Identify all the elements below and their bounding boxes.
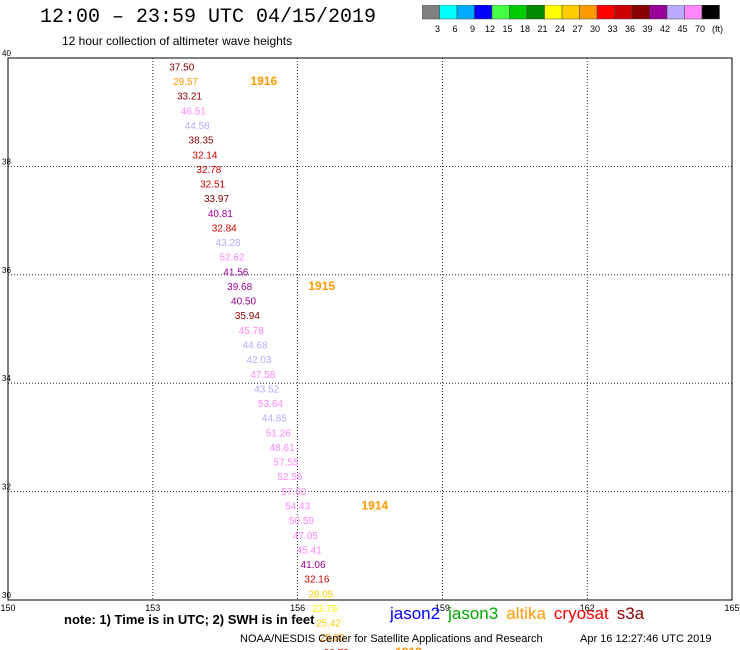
colorbar-label: 24 [555,24,565,34]
colorbar-label: 12 [485,24,495,34]
x-tick-label: 150 [0,603,15,613]
y-tick-label: 38 [2,157,11,166]
colorbar-label: (ft) [712,24,723,34]
y-tick-label: 30 [2,591,11,600]
swh-data-point: 44.68 [243,341,268,352]
swh-data-point: 33.21 [177,92,202,103]
colorbar-label: 6 [452,24,457,34]
swh-data-point: 32.84 [212,223,237,234]
swh-data-point: 45.41 [297,545,322,556]
colorbar-label: 21 [537,24,547,34]
swh-data-point: 46.51 [181,106,206,117]
footer-timestamp: Apr 16 12:27:46 UTC 2019 [580,633,712,645]
chart-subtitle: 12 hour collection of altimeter wave hei… [62,34,293,48]
y-tick-label: 40 [2,49,11,58]
colorbar-label: 9 [470,24,475,34]
swh-data-point: 32.78 [196,165,221,176]
satellite-legend-cryosat: cryosat [553,604,609,623]
swh-data-point: 43.28 [216,238,241,249]
colorbar-label: 39 [642,24,652,34]
swh-data-point: 45.78 [239,326,264,337]
x-tick-label: 159 [435,603,450,613]
x-tick-label: 153 [145,603,160,613]
footer-credit: NOAA/NESDIS Center for Satellite Applica… [240,633,543,645]
time-annotation: 1913 [395,645,422,650]
swh-data-point: 38.35 [189,136,214,147]
units-note: note: 1) Time is in UTC; 2) SWH is in fe… [64,612,315,627]
swh-data-point: 44.85 [262,414,287,425]
swh-data-point: 41.06 [301,560,326,571]
swh-data-point: 40.50 [231,297,256,308]
swh-data-point: 43.52 [254,384,279,395]
swh-data-point: 32.51 [200,180,225,191]
colorbar-label: 70 [695,24,705,34]
swh-data-point: 30.73 [324,648,349,650]
swh-data-point: 57.55 [274,458,299,469]
colorbar-label: 27 [572,24,582,34]
time-annotation: 1914 [361,498,388,512]
swh-data-point: 57.60 [281,487,306,498]
swh-data-point: 37.50 [169,62,194,73]
swh-data-point: 47.58 [250,370,275,381]
plot-frame [7,57,733,601]
swh-data-point: 42.03 [246,355,271,366]
colorbar-label: 15 [502,24,512,34]
swh-data-point: 51.26 [266,428,291,439]
x-tick-label: 156 [290,603,305,613]
satellite-legend-jason2: jason2 [390,604,441,623]
colorbar-label: 45 [677,24,687,34]
swh-data-point: 28.05 [308,589,333,600]
swh-data-point: 39.68 [227,282,252,293]
swh-data-point: 52.62 [219,253,244,264]
time-annotation: 1916 [250,74,277,88]
swh-data-point: 40.81 [208,209,233,220]
satellite-legend-altika: altika [506,604,546,623]
swh-data-point: 32.16 [304,575,329,586]
colorbar-swatch [701,5,720,20]
colorbar-label: 33 [607,24,617,34]
swh-data-point: 29.57 [173,77,198,88]
swh-data-point: 50.59 [289,516,314,527]
swh-data-point: 41.56 [223,267,248,278]
swh-data-point: 33.97 [204,194,229,205]
chart-title: 12:00 – 23:59 UTC 04/15/2019 [40,6,377,29]
colorbar-label: 18 [520,24,530,34]
swh-data-point: 48.61 [270,443,295,454]
colorbar-label: 30 [590,24,600,34]
satellite-legend-s3a: s3a [616,604,645,623]
swh-data-point: 52.56 [277,472,302,483]
swh-data-point: 28.80 [320,633,345,644]
color-scale-legend: 3 6 9 12 15 18 21 24 27 30 33 36 39 42 45 70 (ft) [422,5,723,34]
satellite-legend: jason2 jason3 altika cryosat s3a [390,604,652,624]
time-annotation: 1915 [308,279,335,293]
swh-data-point: 47.05 [293,531,318,542]
y-tick-label: 36 [2,266,11,275]
swh-data-point: 25.42 [316,619,341,630]
swh-data-point: 44.58 [185,121,210,132]
colorbar-label: 36 [625,24,635,34]
y-tick-label: 32 [2,483,11,492]
swh-data-point: 32.14 [192,150,217,161]
colorbar-label: 3 [435,24,440,34]
colorbar-label: 42 [660,24,670,34]
x-tick-label: 162 [580,603,595,613]
swh-data-point: 54.43 [285,501,310,512]
swh-data-point: 35.94 [235,311,260,322]
swh-data-point: 23.79 [312,604,337,615]
satellite-legend-jason3: jason3 [448,604,499,623]
y-tick-label: 34 [2,374,11,383]
swh-data-point: 53.64 [258,399,283,410]
x-tick-label: 165 [724,603,739,613]
